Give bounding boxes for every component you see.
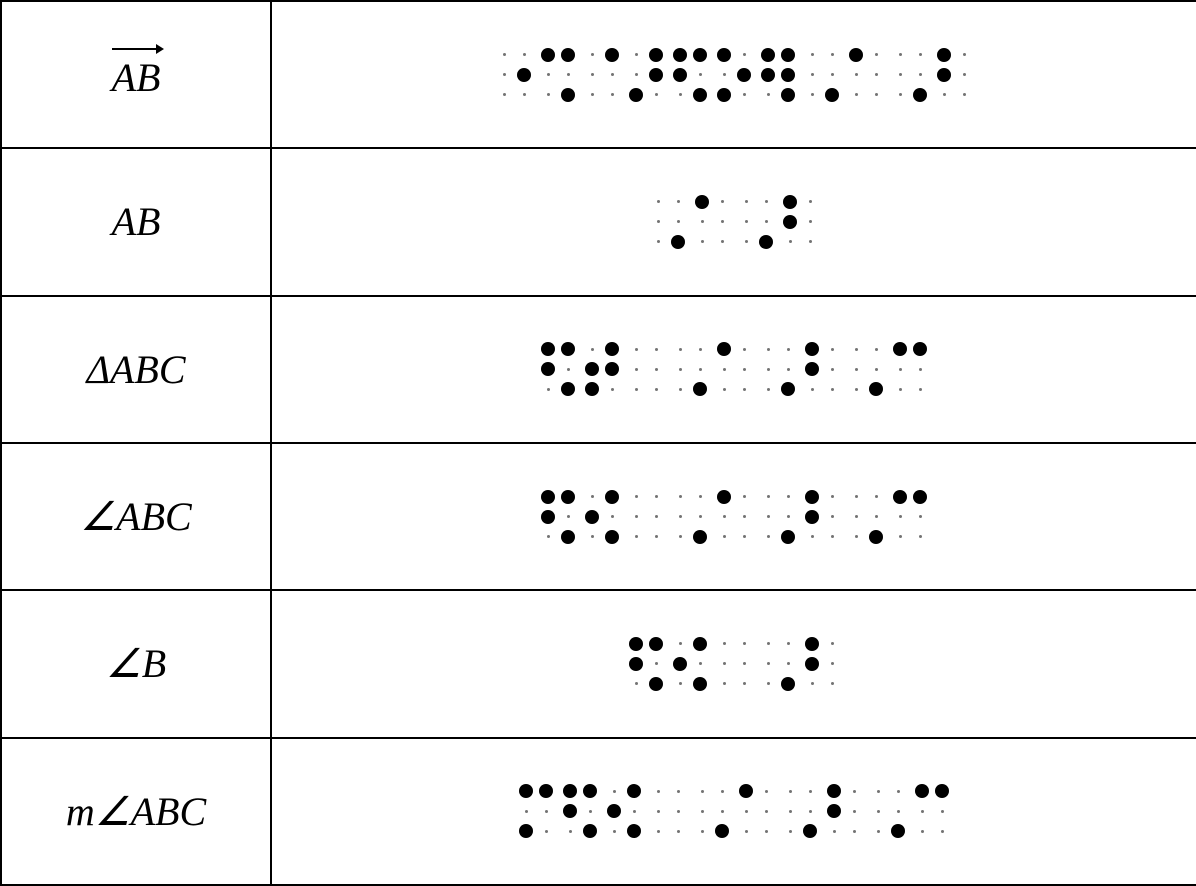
braille-cell bbox=[715, 635, 753, 693]
braille-cell bbox=[495, 46, 533, 104]
table-row: ∠ABC bbox=[1, 443, 1196, 590]
braille-cell bbox=[715, 340, 753, 398]
braille-cell bbox=[847, 46, 885, 104]
print-symbol: ΔABC bbox=[86, 347, 185, 392]
braille-cell bbox=[671, 46, 709, 104]
braille-cell bbox=[715, 488, 753, 546]
table-row: ∠B bbox=[1, 590, 1196, 737]
braille-cell bbox=[693, 193, 731, 251]
print-symbol-cell: m∠ABC bbox=[1, 738, 271, 885]
braille-cell bbox=[715, 46, 753, 104]
print-symbol: ∠B bbox=[106, 641, 166, 686]
braille-cell bbox=[605, 782, 643, 840]
braille-cell-col bbox=[271, 1, 1196, 148]
braille-sequence bbox=[627, 635, 841, 693]
braille-cell bbox=[891, 488, 929, 546]
braille-cell bbox=[803, 635, 841, 693]
braille-cell bbox=[583, 340, 621, 398]
braille-cell bbox=[803, 46, 841, 104]
braille-sequence bbox=[517, 782, 951, 840]
braille-cell bbox=[803, 488, 841, 546]
braille-cell bbox=[847, 340, 885, 398]
braille-cell bbox=[671, 340, 709, 398]
print-symbol-cell: ∠B bbox=[1, 590, 271, 737]
print-symbol: AB bbox=[112, 199, 161, 244]
braille-cell bbox=[583, 46, 621, 104]
table-row: AB bbox=[1, 148, 1196, 295]
braille-cell bbox=[759, 340, 797, 398]
braille-cell-col bbox=[271, 738, 1196, 885]
braille-sequence bbox=[539, 340, 929, 398]
table-row: AB bbox=[1, 1, 1196, 148]
braille-cell bbox=[825, 782, 863, 840]
braille-cell bbox=[627, 635, 665, 693]
table-row: ΔABC bbox=[1, 296, 1196, 443]
braille-cell-col bbox=[271, 148, 1196, 295]
braille-cell bbox=[539, 46, 577, 104]
braille-cell bbox=[517, 782, 555, 840]
braille-cell bbox=[737, 782, 775, 840]
braille-cell-col bbox=[271, 443, 1196, 590]
braille-cell bbox=[583, 488, 621, 546]
print-symbol: ∠ABC bbox=[80, 494, 191, 539]
braille-cell bbox=[627, 340, 665, 398]
table-row: m∠ABC bbox=[1, 738, 1196, 885]
braille-cell bbox=[627, 488, 665, 546]
braille-cell bbox=[737, 193, 775, 251]
braille-cell bbox=[561, 782, 599, 840]
braille-cell bbox=[693, 782, 731, 840]
print-symbol-cell: AB bbox=[1, 1, 271, 148]
print-symbol: m∠ABC bbox=[66, 789, 206, 834]
braille-cell bbox=[649, 193, 687, 251]
braille-cell bbox=[759, 46, 797, 104]
print-symbol: AB bbox=[112, 55, 161, 100]
braille-cell bbox=[539, 340, 577, 398]
braille-cell bbox=[627, 46, 665, 104]
braille-cell bbox=[869, 782, 907, 840]
print-symbol-cell: AB bbox=[1, 148, 271, 295]
braille-sequence bbox=[539, 488, 929, 546]
braille-cell bbox=[649, 782, 687, 840]
braille-sequence bbox=[649, 193, 819, 251]
braille-cell bbox=[671, 488, 709, 546]
braille-cell-col bbox=[271, 590, 1196, 737]
braille-cell bbox=[803, 340, 841, 398]
braille-reference-table: AB AB ΔABC ∠ABC ∠B m∠ABC bbox=[0, 0, 1196, 886]
print-symbol-cell: ∠ABC bbox=[1, 443, 271, 590]
braille-cell bbox=[539, 488, 577, 546]
print-symbol-cell: ΔABC bbox=[1, 296, 271, 443]
braille-cell bbox=[913, 782, 951, 840]
braille-cell bbox=[847, 488, 885, 546]
braille-cell bbox=[891, 340, 929, 398]
braille-cell bbox=[781, 193, 819, 251]
braille-cell bbox=[759, 488, 797, 546]
braille-sequence bbox=[495, 46, 973, 104]
braille-cell bbox=[781, 782, 819, 840]
braille-cell bbox=[759, 635, 797, 693]
braille-cell bbox=[935, 46, 973, 104]
braille-cell bbox=[891, 46, 929, 104]
braille-cell bbox=[671, 635, 709, 693]
braille-cell-col bbox=[271, 296, 1196, 443]
